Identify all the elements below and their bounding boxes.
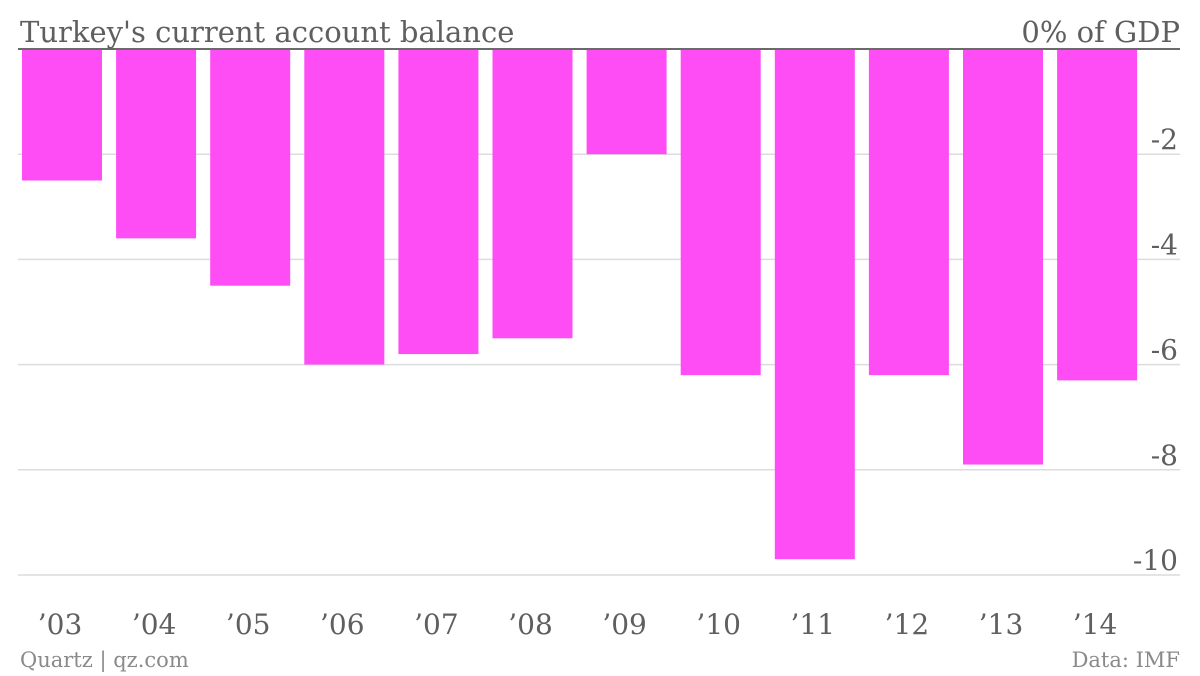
x-tick-label: ’06 bbox=[320, 608, 365, 641]
bar bbox=[492, 49, 573, 339]
x-tick-label: ’13 bbox=[979, 608, 1024, 641]
bar bbox=[1057, 49, 1138, 381]
bar bbox=[774, 49, 855, 560]
x-tick-label: ’08 bbox=[508, 608, 553, 641]
y-tick-label: -8 bbox=[1151, 439, 1178, 472]
x-tick-label: ’07 bbox=[414, 608, 459, 641]
x-tick-label: ’11 bbox=[791, 608, 836, 641]
x-axis-ticks: ’03 ’04 ’05 ’06 ’07 ’08 ’09 ’10 ’11 ’12 ’13 ’14 bbox=[38, 608, 1118, 641]
x-tick-label: ’14 bbox=[1073, 608, 1118, 641]
x-tick-label: ’09 bbox=[602, 608, 647, 641]
bar bbox=[304, 49, 385, 365]
x-tick-label: ’12 bbox=[885, 608, 930, 641]
y-tick-label: -4 bbox=[1151, 228, 1178, 261]
bar bbox=[680, 49, 761, 376]
chart-title: Turkey's current account balance bbox=[20, 15, 514, 49]
unit-label: 0% of GDP bbox=[1021, 15, 1180, 49]
bar bbox=[22, 49, 102, 181]
bar bbox=[586, 49, 667, 155]
source-text: Data: IMF bbox=[1072, 648, 1180, 672]
bar bbox=[963, 49, 1043, 465]
y-tick-label: -10 bbox=[1133, 544, 1178, 577]
bar bbox=[210, 49, 291, 286]
bar bbox=[116, 49, 197, 239]
bars bbox=[22, 49, 1138, 560]
x-tick-label: ’03 bbox=[38, 608, 83, 641]
bar bbox=[868, 49, 949, 376]
x-tick-label: ’05 bbox=[226, 608, 271, 641]
x-tick-label: ’04 bbox=[132, 608, 177, 641]
y-tick-label: -2 bbox=[1151, 123, 1178, 156]
credit-text: Quartz | qz.com bbox=[20, 648, 189, 673]
y-tick-label: -6 bbox=[1151, 334, 1178, 367]
bar bbox=[398, 49, 479, 355]
x-tick-label: ’10 bbox=[696, 608, 741, 641]
y-axis-ticks: -2 -4 -6 -8 -10 bbox=[1133, 123, 1178, 577]
